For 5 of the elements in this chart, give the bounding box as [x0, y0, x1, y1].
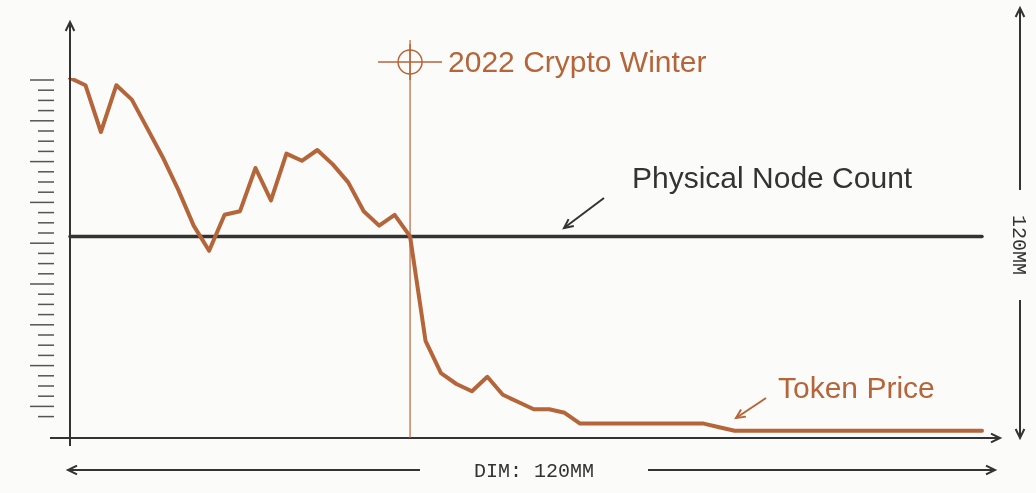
- series-label: Physical Node Count: [632, 161, 913, 194]
- text: 120MM: [1007, 214, 1030, 276]
- text: DIM: 120MM: [473, 460, 595, 483]
- legend-label: Token Price: [778, 371, 935, 404]
- annotation: 2022 Crypto Winter: [448, 45, 707, 78]
